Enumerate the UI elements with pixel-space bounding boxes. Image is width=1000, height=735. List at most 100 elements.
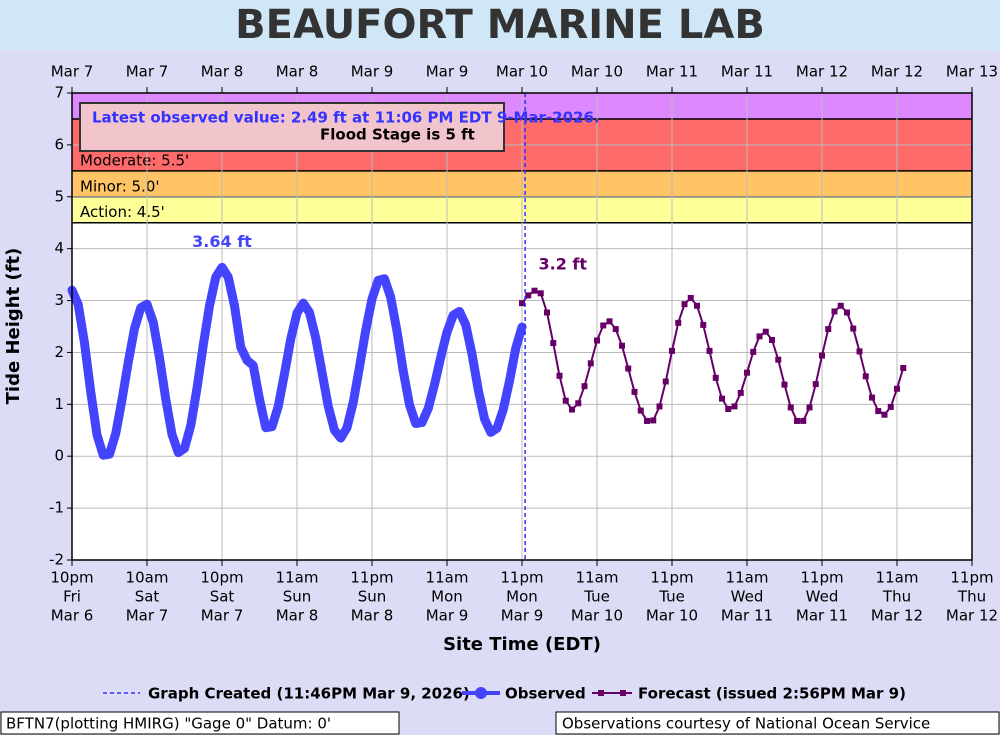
- x-tick-label: 11am: [426, 569, 469, 587]
- x-tick-label: Mar 11: [796, 607, 848, 625]
- x-tick-label: Mar 12: [871, 607, 923, 625]
- forecast-point: [894, 385, 900, 392]
- forecast-point: [706, 347, 713, 354]
- info-box: [79, 102, 505, 152]
- y-tick-label: 2: [54, 343, 64, 361]
- forecast-point: [675, 319, 682, 326]
- y-tick-label: -1: [49, 499, 64, 517]
- forecast-point: [769, 336, 775, 343]
- x-tick-label: Fri: [63, 588, 81, 606]
- x-tick-label: 11pm: [650, 569, 693, 587]
- forecast-point: [612, 326, 619, 333]
- flood-label: Action: 4.5': [80, 203, 165, 221]
- forecast-point: [725, 406, 732, 413]
- x2-tick-label: Mar 9: [351, 63, 394, 81]
- x2-tick-label: Mar 12: [871, 63, 923, 81]
- x-tick-label: 11pm: [350, 569, 393, 587]
- forecast-point: [806, 404, 813, 411]
- x2-tick-label: Mar 7: [51, 63, 94, 81]
- forecast-point: [869, 394, 875, 401]
- title-bar: [0, 0, 1000, 50]
- x2-tick-label: Mar 8: [276, 63, 319, 81]
- x-tick-label: Sun: [283, 588, 312, 606]
- chart-title: BEAUFORT MARINE LAB: [235, 2, 765, 48]
- x-tick-label: Mar 7: [201, 607, 244, 625]
- x-tick-label: 11am: [876, 569, 919, 587]
- x2-tick-label: Mar 7: [126, 63, 169, 81]
- forecast-point: [844, 309, 850, 316]
- x-tick-label: Mar 7: [126, 607, 169, 625]
- forecast-point: [531, 287, 538, 294]
- x2-tick-label: Mar 10: [496, 63, 548, 81]
- x-tick-label: 10am: [126, 569, 169, 587]
- forecast-point: [687, 294, 694, 301]
- forecast-point: [650, 417, 657, 424]
- forecast-point: [794, 417, 800, 424]
- forecast-point: [862, 373, 869, 380]
- x2-tick-label: Mar 12: [796, 63, 848, 81]
- info-observed: Latest observed value: 2.49 ft at 11:06 …: [92, 109, 600, 127]
- forecast-point: [681, 301, 688, 308]
- series-line: [67, 262, 527, 460]
- x-axis-label: Site Time (EDT): [443, 634, 601, 655]
- forecast-point: [656, 403, 663, 410]
- x-tick-label: Mar 9: [426, 607, 469, 625]
- forecast-point: [606, 318, 613, 325]
- forecast-point: [556, 372, 563, 379]
- x-tick-label: Mar 8: [351, 607, 394, 625]
- y-tick-label: 6: [54, 135, 64, 153]
- forecast-point: [669, 347, 675, 354]
- forecast-point: [800, 417, 807, 424]
- legend-forecast-marker: [620, 690, 626, 696]
- forecast-point: [562, 397, 569, 404]
- y-tick-label: -2: [49, 551, 64, 569]
- x-tick-label: Sat: [210, 588, 235, 606]
- flood-label: Moderate: 5.5': [80, 151, 189, 169]
- forecast-point: [750, 348, 757, 355]
- forecast-point: [625, 365, 632, 372]
- peak-label: 3.64 ft: [192, 232, 252, 251]
- x2-tick-label: Mar 11: [646, 63, 698, 81]
- forecast-point: [812, 381, 819, 388]
- y-tick-label: 4: [54, 239, 64, 257]
- y-tick-label: 7: [54, 84, 64, 102]
- forecast-point: [644, 417, 650, 424]
- x-tick-label: Sat: [135, 588, 160, 606]
- forecast-point: [712, 374, 719, 381]
- forecast-point: [575, 400, 582, 407]
- y-tick-label: 1: [54, 395, 64, 413]
- forecast-point: [594, 337, 600, 344]
- forecast-point: [787, 404, 794, 411]
- footer-right-box: [555, 711, 1000, 735]
- legend-created: Graph Created (11:46PM Mar 9, 2026): [148, 685, 470, 703]
- forecast-point: [662, 378, 669, 385]
- forecast-point: [525, 292, 532, 299]
- x-tick-label: Mar 11: [721, 607, 773, 625]
- y-axis-label: Tide Height (ft): [3, 248, 24, 405]
- x-tick-label: Wed: [731, 588, 764, 606]
- footer-left-box: [0, 711, 400, 735]
- x-tick-label: Wed: [806, 588, 839, 606]
- forecast-point: [831, 308, 838, 315]
- x-tick-label: 11pm: [500, 569, 543, 587]
- x-tick-label: Mar 12: [946, 607, 998, 625]
- y-tick-label: 0: [54, 447, 64, 465]
- forecast-point: [587, 360, 594, 367]
- x-tick-label: Mon: [431, 588, 463, 606]
- x-tick-label: 11am: [276, 569, 319, 587]
- forecast-point: [694, 302, 700, 309]
- flood-label: Minor: 5.0': [80, 177, 160, 195]
- forecast-point: [581, 383, 588, 390]
- y-tick-label: 3: [54, 291, 64, 309]
- forecast-point: [762, 328, 769, 335]
- x-tick-label: Tue: [658, 588, 685, 606]
- forecast-point: [775, 356, 782, 363]
- legend-forecast: Forecast (issued 2:56PM Mar 9): [638, 685, 906, 703]
- forecast-point: [887, 403, 894, 410]
- forecast-point: [700, 321, 707, 328]
- forecast-point: [737, 389, 744, 396]
- forecast-point: [537, 290, 544, 297]
- forecast-point: [825, 326, 832, 333]
- x2-tick-label: Mar 9: [426, 63, 469, 81]
- x-tick-label: 11pm: [950, 569, 993, 587]
